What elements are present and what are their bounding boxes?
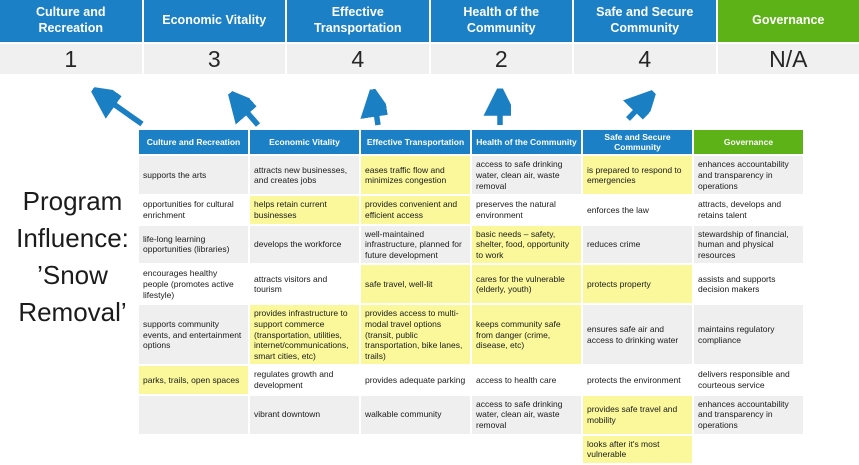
matrix-row-3: encourages healthy people (promotes acti… <box>139 265 803 304</box>
summary-header-0: Culture and Recreation <box>0 0 142 42</box>
program-influence-line: Influence: <box>16 223 129 253</box>
matrix-cell-6-3: access to safe drinking water, clean air… <box>472 395 581 434</box>
summary-score-4: 4 <box>574 44 716 74</box>
matrix-cell-6-1: vibrant downtown <box>250 395 359 434</box>
matrix-cell-0-3: access to safe drinking water, clean air… <box>472 156 581 195</box>
matrix-cell-5-4: protects the environment <box>583 366 692 394</box>
matrix-cell-7-1 <box>250 435 359 463</box>
matrix-cell-0-1: attracts new businesses, and creates job… <box>250 156 359 195</box>
matrix-cell-5-0: parks, trails, open spaces <box>139 366 248 394</box>
summary-score-1: 3 <box>143 44 285 74</box>
arrow-transportation <box>373 92 378 126</box>
matrix-cell-6-0 <box>139 395 248 434</box>
matrix-body: supports the arts attracts new businesses… <box>139 156 803 463</box>
matrix-cell-7-3 <box>472 435 581 463</box>
summary-score-row: 1 3 4 2 4 N/A <box>0 44 859 74</box>
matrix-cell-2-4: reduces crime <box>583 225 692 264</box>
matrix-row-2: life-long learning opportunities (librar… <box>139 225 803 264</box>
matrix-cell-3-1: attracts visitors and tourism <box>250 265 359 304</box>
matrix-cell-7-4: looks after it's most vulnerable <box>583 435 692 463</box>
matrix-header-1: Economic Vitality <box>250 130 359 155</box>
matrix-header-0: Culture and Recreation <box>139 130 248 155</box>
matrix-cell-0-5: enhances accountability and transparency… <box>694 156 803 195</box>
matrix-row-7: looks after it's most vulnerable <box>139 435 803 463</box>
matrix-cell-1-1: helps retain current businesses <box>250 196 359 224</box>
matrix-cell-1-5: attracts, develops and retains talent <box>694 196 803 224</box>
summary-header-1: Economic Vitality <box>143 0 285 42</box>
arrow-culture <box>95 91 144 127</box>
matrix-cell-6-4: provides safe travel and mobility <box>583 395 692 434</box>
program-influence-line: Removal’ <box>18 297 127 327</box>
matrix-cell-3-5: assists and supports decision makers <box>694 265 803 304</box>
program-influence-title: Program Influence: ’Snow Removal’ <box>0 183 145 331</box>
summary-score-5: N/A <box>717 44 859 74</box>
matrix-cell-5-1: regulates growth and development <box>250 366 359 394</box>
matrix-cell-7-5 <box>694 435 803 463</box>
matrix-cell-5-3: access to health care <box>472 366 581 394</box>
matrix-cell-7-0 <box>139 435 248 463</box>
arrow-economic <box>232 95 261 127</box>
matrix-cell-3-4: protects property <box>583 265 692 304</box>
matrix-cell-2-5: stewardship of financial, human and phys… <box>694 225 803 264</box>
matrix-cell-2-3: basic needs – safety, shelter, food, opp… <box>472 225 581 264</box>
matrix-cell-3-0: encourages healthy people (promotes acti… <box>139 265 248 304</box>
arrow-safe <box>628 94 652 121</box>
matrix-cell-2-1: develops the workforce <box>250 225 359 264</box>
matrix-row-4: supports community events, and entertain… <box>139 305 803 365</box>
matrix-cell-0-4: is prepared to respond to emergencies <box>583 156 692 195</box>
program-influence-line: Program <box>22 186 123 216</box>
matrix-cell-4-4: ensures safe air and access to drinking … <box>583 305 692 365</box>
summary-header-row: Culture and Recreation Economic Vitality E… <box>0 0 859 42</box>
matrix-cell-1-0: opportunities for cultural enrichment <box>139 196 248 224</box>
matrix-row-0: supports the arts attracts new businesses… <box>139 156 803 195</box>
summary-header-3: Health of the Community <box>430 0 572 42</box>
arrows-group <box>0 78 859 127</box>
summary-header-5: Governance <box>717 0 859 42</box>
matrix-cell-3-3: cares for the vulnerable (elderly, youth… <box>472 265 581 304</box>
matrix-header-row: Culture and Recreation Economic Vitality E… <box>139 130 803 155</box>
matrix-cell-4-5: maintains regulatory compliance <box>694 305 803 365</box>
matrix-cell-1-4: enforces the law <box>583 196 692 224</box>
matrix-header-5: Governance <box>694 130 803 155</box>
matrix-row-6: vibrant downtown walkable community access… <box>139 395 803 434</box>
matrix-cell-4-0: supports community events, and entertain… <box>139 305 248 365</box>
matrix-cell-2-0: life-long learning opportunities (librar… <box>139 225 248 264</box>
matrix-cell-0-2: eases traffic flow and minimizes congest… <box>361 156 470 195</box>
matrix-header-2: Effective Transportation <box>361 130 470 155</box>
summary-score-3: 2 <box>430 44 572 74</box>
matrix-cell-6-5: enhances accountability and transparency… <box>694 395 803 434</box>
summary-score-0: 1 <box>0 44 142 74</box>
criteria-matrix-table: Culture and Recreation Economic Vitality E… <box>137 128 805 465</box>
summary-table: Culture and Recreation Economic Vitality E… <box>0 0 859 74</box>
matrix-row-1: opportunities for cultural enrichment hel… <box>139 196 803 224</box>
matrix-cell-4-1: provides infrastructure to support comme… <box>250 305 359 365</box>
matrix-cell-3-2: safe travel, well-lit <box>361 265 470 304</box>
matrix-cell-4-3: keeps community safe from danger (crime,… <box>472 305 581 365</box>
summary-score-2: 4 <box>287 44 429 74</box>
matrix-cell-0-0: supports the arts <box>139 156 248 195</box>
matrix-header-3: Health of the Community <box>472 130 581 155</box>
matrix-cell-6-2: walkable community <box>361 395 470 434</box>
matrix-cell-2-2: well-maintained infrastructure, planned … <box>361 225 470 264</box>
matrix-cell-1-2: provides convenient and efficient access <box>361 196 470 224</box>
program-influence-line: ’Snow <box>37 260 108 290</box>
matrix-cell-5-5: delivers responsible and courteous servi… <box>694 366 803 394</box>
summary-header-2: Effective Transportation <box>287 0 429 42</box>
matrix-cell-1-3: preserves the natural environment <box>472 196 581 224</box>
matrix-row-5: parks, trails, open spaces regulates grow… <box>139 366 803 394</box>
matrix-cell-7-2 <box>361 435 470 463</box>
summary-header-4: Safe and Secure Community <box>574 0 716 42</box>
matrix-header-4: Safe and Secure Community <box>583 130 692 155</box>
matrix-cell-5-2: provides adequate parking <box>361 366 470 394</box>
matrix-cell-4-2: provides access to multi-modal travel op… <box>361 305 470 365</box>
